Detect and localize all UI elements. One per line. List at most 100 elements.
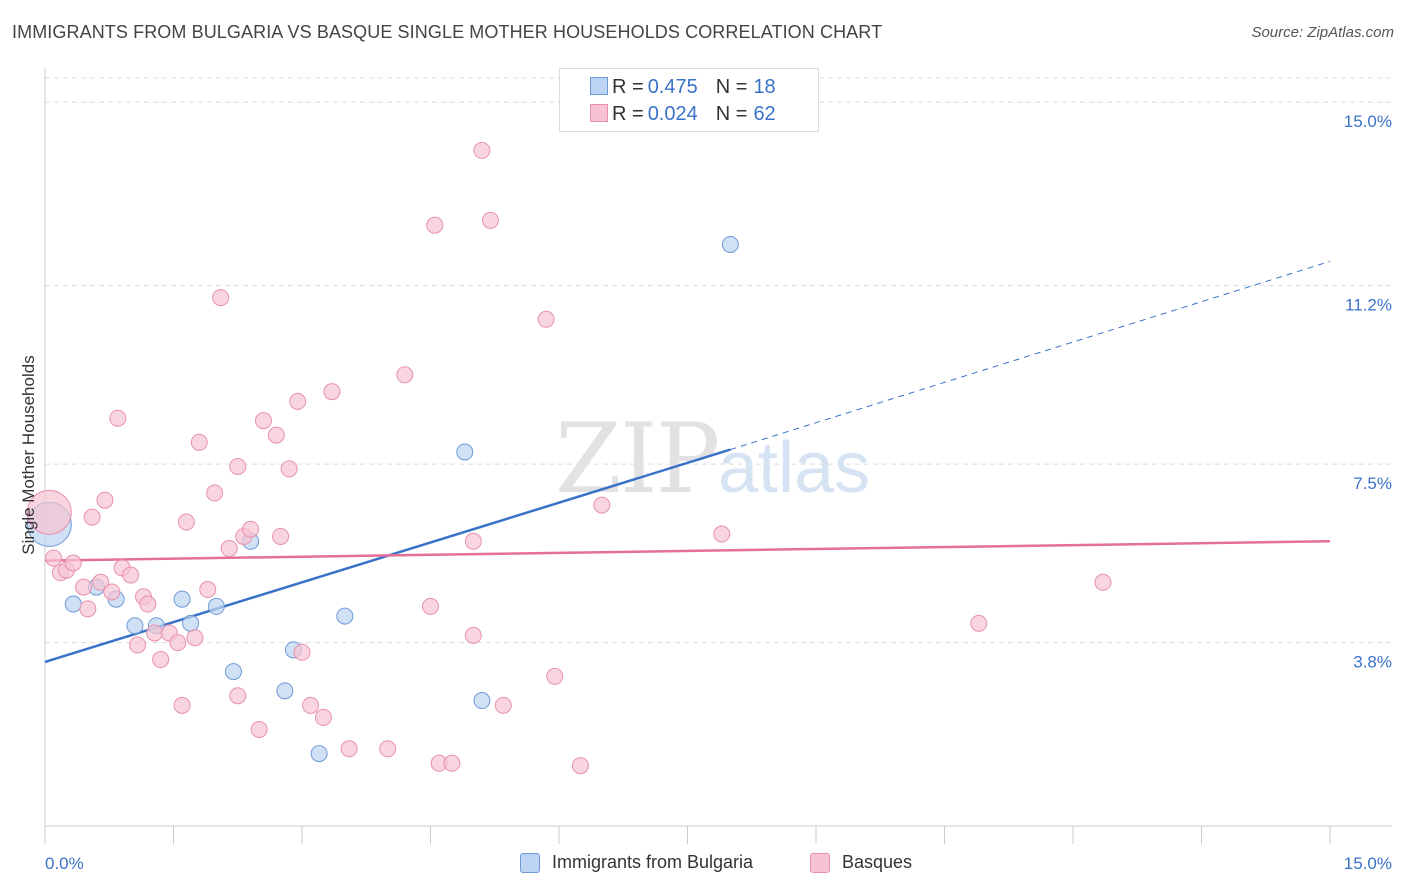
legend-item-bulgaria[interactable]: Immigrants from Bulgaria <box>520 852 753 873</box>
r-value: 0.475 <box>647 75 698 98</box>
r-label: R = <box>612 75 644 98</box>
bulgaria-point <box>473 692 491 710</box>
series-legend: Immigrants from Bulgaria Basques <box>0 852 1406 878</box>
basques-point <box>242 520 260 538</box>
basques-point <box>713 525 731 543</box>
basques-point <box>272 527 290 545</box>
basques-legend-swatch <box>810 852 830 873</box>
basques-point <box>26 489 72 535</box>
basques-point <box>45 549 63 567</box>
bulgaria-trend-extension <box>730 260 1331 451</box>
basques-point <box>139 595 157 613</box>
basques-point <box>173 696 191 714</box>
basques-point <box>254 412 272 430</box>
basques-point <box>186 629 204 647</box>
basques-point <box>92 573 110 591</box>
legend-label-basques: Basques <box>842 852 913 872</box>
basques-point <box>289 392 307 410</box>
basques-point <box>1094 573 1112 591</box>
bulgaria-legend-swatch <box>520 852 540 873</box>
basques-point <box>190 433 208 451</box>
bulgaria-point <box>336 607 354 625</box>
r-value: 0.024 <box>647 102 698 125</box>
stats-legend: R = 0.475 N = 18 R = 0.024 N = 62 <box>559 68 819 132</box>
bulgaria-point <box>456 443 474 461</box>
basques-point <box>212 289 230 307</box>
basques-point <box>302 696 320 714</box>
basques-point <box>494 696 512 714</box>
basques-point <box>340 740 358 758</box>
x-tick-label: 15.0% <box>1344 854 1392 873</box>
n-value: 18 <box>753 75 776 98</box>
basques-point <box>122 566 140 584</box>
basques-point <box>379 740 397 758</box>
r-label: R = <box>612 102 644 125</box>
bulgaria-point <box>173 590 191 608</box>
legend-item-basques[interactable]: Basques <box>810 852 912 873</box>
watermark-zip: ZIP <box>555 403 718 515</box>
basques-point <box>199 581 217 599</box>
basques-point <box>169 634 187 652</box>
y-tick-label: 7.5% <box>1353 474 1392 493</box>
bulgaria-point <box>207 597 225 615</box>
watermark-atlas: atlas <box>718 428 870 508</box>
bulgaria-point <box>276 682 294 700</box>
bulgaria-point <box>224 663 242 681</box>
basques-point <box>79 600 97 618</box>
source-label: Source: ZipAtlas.com <box>1251 24 1394 41</box>
basques-point <box>64 554 82 572</box>
legend-label-bulgaria: Immigrants from Bulgaria <box>552 852 754 872</box>
n-label: N = <box>715 102 748 125</box>
basques-point <box>267 426 285 444</box>
bulgaria-swatch <box>590 77 608 95</box>
y-tick-label: 11.2% <box>1345 296 1392 315</box>
basques-point <box>229 457 247 475</box>
stats-legend-row-basques: R = 0.024 N = 62 <box>590 102 776 126</box>
basques-point <box>83 508 101 526</box>
basques-point <box>177 513 195 531</box>
bulgaria-point <box>126 617 144 635</box>
tick-labels: 3.8% 7.5% 11.2% 15.0% 0.0% 15.0% <box>45 112 1392 873</box>
basques-point <box>464 626 482 644</box>
basques-point <box>426 216 444 234</box>
basques-point <box>323 383 341 401</box>
chart-title: IMMIGRANTS FROM BULGARIA VS BASQUE SINGL… <box>12 22 883 42</box>
basques-point <box>103 583 121 601</box>
basques-point <box>443 754 461 772</box>
basques-swatch <box>590 104 608 122</box>
basques-point <box>109 409 127 427</box>
bulgaria-point <box>721 235 739 253</box>
stats-legend-row-bulgaria: R = 0.475 N = 18 <box>590 75 776 99</box>
basques-point <box>152 651 170 669</box>
bulgaria-point <box>310 745 328 763</box>
basques-point <box>593 496 611 514</box>
basques-point <box>250 720 268 738</box>
x-tick-label: 0.0% <box>45 854 84 873</box>
data-points <box>26 141 1112 775</box>
basques-trend-line <box>44 540 1331 562</box>
basques-point <box>396 366 414 384</box>
basques-point <box>280 460 298 478</box>
bulgaria-point <box>182 614 200 632</box>
basques-point <box>146 624 164 642</box>
basques-point <box>206 484 224 502</box>
basques-point <box>220 540 238 558</box>
basques-point <box>96 491 114 509</box>
y-tick-label: 15.0% <box>1344 112 1392 131</box>
basques-point <box>571 757 589 775</box>
basques-point <box>75 578 93 596</box>
basques-point <box>129 636 147 654</box>
basques-point <box>293 643 311 661</box>
basques-point <box>422 597 439 615</box>
basques-point <box>537 310 555 328</box>
y-tick-label: 3.8% <box>1353 653 1392 672</box>
basques-point <box>473 141 491 159</box>
basques-point <box>314 708 332 726</box>
axes <box>44 68 1392 844</box>
n-label: N = <box>715 75 748 98</box>
basques-point <box>464 532 482 550</box>
basques-point <box>229 687 247 705</box>
bulgaria-point <box>64 595 82 613</box>
watermark: ZIP atlas <box>555 403 870 515</box>
